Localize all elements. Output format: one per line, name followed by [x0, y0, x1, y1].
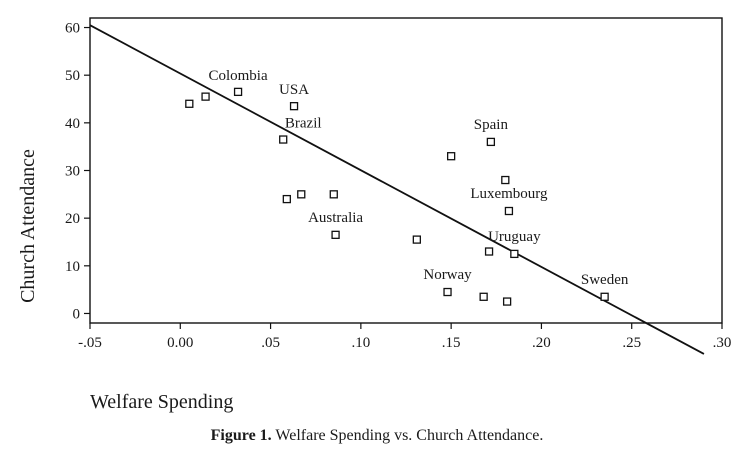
figure-label: Figure 1.: [210, 427, 272, 444]
data-point: [297, 190, 306, 199]
x-tick-label: .10: [351, 335, 370, 351]
x-tick-label: .30: [713, 335, 732, 351]
data-point: [282, 194, 291, 204]
x-tick-label: 0.00: [167, 335, 193, 351]
data-point: [289, 102, 299, 111]
x-axis-ticks: -.05 0.00 .05 .10 .15 .20 .25 .30: [78, 323, 731, 351]
x-tick-label: .15: [442, 335, 461, 351]
data-point: [279, 135, 288, 144]
y-tick-label: 20: [65, 211, 80, 227]
x-tick-label: .20: [532, 335, 551, 351]
data-points: [185, 87, 609, 306]
x-tick-label: .25: [622, 335, 641, 351]
data-point: [510, 249, 519, 259]
data-point: [443, 287, 452, 297]
y-tick-label: 40: [65, 116, 80, 132]
regression-line: [89, 24, 705, 355]
data-point: [502, 297, 512, 306]
point-label: Colombia: [208, 68, 268, 84]
data-point: [331, 230, 340, 239]
point-label: Spain: [474, 117, 509, 133]
x-tick-label: -.05: [78, 335, 102, 351]
data-point: [484, 247, 494, 256]
data-point: [185, 99, 194, 108]
y-tick-label: 0: [73, 306, 81, 322]
data-point: [501, 175, 510, 185]
y-axis-ticks: 0 10 20 30 40 50 60: [65, 21, 90, 322]
y-axis-title: Church Attendance: [17, 149, 39, 303]
y-tick-label: 50: [65, 68, 80, 84]
data-point: [504, 206, 514, 216]
point-label: USA: [279, 82, 309, 98]
data-point: [201, 92, 210, 101]
point-label: Sweden: [581, 272, 629, 288]
point-label: Australia: [308, 210, 363, 226]
x-axis-title: Welfare Spending: [90, 391, 233, 413]
y-tick-label: 30: [65, 164, 80, 180]
data-point: [479, 292, 488, 301]
x-tick-label: .05: [261, 335, 280, 351]
caption-text: Welfare Spending vs. Church Attendance.: [275, 427, 544, 444]
data-point: [412, 235, 421, 244]
point-label: Norway: [423, 267, 472, 283]
data-point: [233, 87, 243, 97]
point-labels: Colombia USA Brazil Australia Spain Luxembour…: [208, 68, 628, 288]
point-label: Luxembourg: [470, 186, 548, 202]
data-point: [486, 137, 496, 147]
y-tick-label: 10: [65, 259, 80, 275]
scatter-chart: -.05 0.00 .05 .10 .15 .20 .25 .30 0 10 20 30 40 50 60…: [17, 17, 731, 413]
data-point: [600, 292, 609, 301]
figure-caption: Figure 1. Welfare Spending vs. Church At…: [0, 427, 754, 445]
point-label: Brazil: [285, 116, 322, 132]
data-point: [329, 190, 338, 199]
data-point: [446, 152, 456, 161]
y-tick-label: 60: [65, 21, 80, 37]
point-label: Uruguay: [488, 229, 541, 245]
